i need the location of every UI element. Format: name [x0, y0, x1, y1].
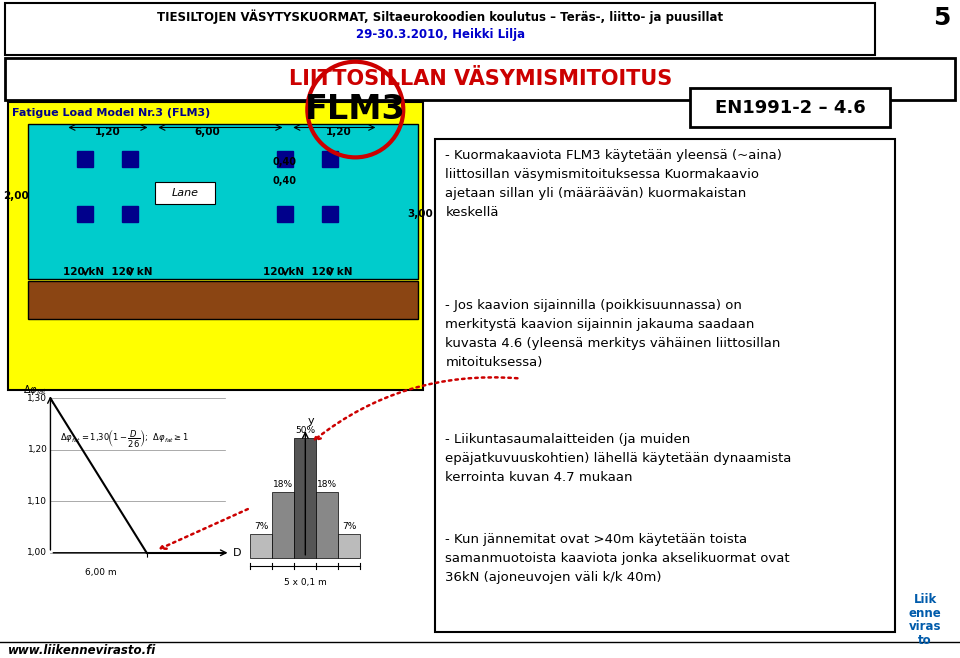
- Bar: [78, 151, 93, 167]
- Text: 7%: 7%: [254, 522, 269, 531]
- Text: 6,00: 6,00: [195, 128, 220, 138]
- Text: 120 kN  120 kN: 120 kN 120 kN: [62, 267, 153, 277]
- Bar: [435, 139, 895, 632]
- Text: - Jos kaavion sijainnilla (poikkisuunnassa) on
merkitystä kaavion sijainnin jaka: - Jos kaavion sijainnilla (poikkisuunnas…: [445, 299, 780, 368]
- Bar: [338, 534, 360, 558]
- Text: - Kun jännemitat ovat >40m käytetään toista
samanmuotoista kaaviota jonka akseli: - Kun jännemitat ovat >40m käytetään toi…: [445, 533, 790, 584]
- Text: 29-30.3.2010, Heikki Lilja: 29-30.3.2010, Heikki Lilja: [356, 28, 525, 41]
- Text: 1,00: 1,00: [28, 548, 47, 557]
- Text: 5 x 0,1 m: 5 x 0,1 m: [284, 578, 326, 587]
- Text: Lane: Lane: [172, 188, 199, 198]
- Bar: [277, 206, 294, 222]
- Bar: [123, 206, 138, 222]
- Text: 5: 5: [932, 6, 950, 30]
- Text: 1,20: 1,20: [94, 128, 120, 138]
- Text: TIESILTOJEN VÄSYTYSKUORMAT, Siltaeurokoodien koulutus – Teräs-, liitto- ja puusi: TIESILTOJEN VÄSYTYSKUORMAT, Siltaeurokoo…: [157, 10, 723, 24]
- Text: 2,00: 2,00: [4, 191, 30, 201]
- Text: $\Delta\varphi_{fat}$: $\Delta\varphi_{fat}$: [23, 384, 47, 397]
- Text: EN1991-2 – 4.6: EN1991-2 – 4.6: [714, 99, 866, 116]
- Text: 7%: 7%: [342, 522, 356, 531]
- Text: 120 kN  120 kN: 120 kN 120 kN: [263, 267, 352, 277]
- Text: 1,10: 1,10: [28, 497, 47, 506]
- Text: to: to: [918, 634, 932, 647]
- Bar: [277, 151, 294, 167]
- Bar: [156, 182, 215, 204]
- Text: $\Delta\varphi_{fat} = 1{,}30\!\left(1 - \dfrac{D}{26}\right)$;  $\Delta\varphi_: $\Delta\varphi_{fat} = 1{,}30\!\left(1 -…: [60, 428, 189, 450]
- Text: Fatigue Load Model Nr.3 (FLM3): Fatigue Load Model Nr.3 (FLM3): [12, 107, 210, 118]
- Text: 18%: 18%: [317, 480, 337, 489]
- Text: 18%: 18%: [274, 480, 294, 489]
- Bar: [78, 206, 93, 222]
- Text: 0,40: 0,40: [273, 176, 297, 186]
- Text: www.liikennevirasto.fi: www.liikennevirasto.fi: [9, 644, 156, 657]
- Bar: [273, 492, 295, 558]
- Text: 0,40: 0,40: [273, 157, 297, 167]
- Text: y: y: [307, 417, 314, 426]
- Bar: [295, 438, 316, 558]
- Bar: [6, 58, 955, 99]
- Text: enne: enne: [909, 607, 942, 620]
- Bar: [316, 492, 338, 558]
- Bar: [323, 206, 338, 222]
- Text: 1,20: 1,20: [325, 128, 351, 138]
- Bar: [9, 101, 423, 390]
- Bar: [6, 3, 876, 55]
- Text: 6,00 m: 6,00 m: [84, 568, 116, 576]
- Text: LIITTOSILLAN VÄSYMISMITOITUS: LIITTOSILLAN VÄSYMISMITOITUS: [289, 68, 672, 89]
- Text: 1,30: 1,30: [28, 394, 47, 403]
- Text: viras: viras: [909, 620, 941, 634]
- Text: 50%: 50%: [296, 426, 316, 435]
- Text: - Kuormakaaviota FLM3 käytetään yleensä (~aina)
liittosillan väsymismitoituksess: - Kuormakaaviota FLM3 käytetään yleensä …: [445, 149, 782, 219]
- Bar: [690, 88, 890, 128]
- Bar: [29, 281, 419, 318]
- Text: Liik: Liik: [913, 593, 937, 605]
- Text: - Liikuntasaumalaitteiden (ja muiden
epäjatkuvuuskohtien) lähellä käytetään dyna: - Liikuntasaumalaitteiden (ja muiden epä…: [445, 433, 792, 484]
- Text: 1,20: 1,20: [28, 445, 47, 454]
- Bar: [323, 151, 338, 167]
- Bar: [123, 151, 138, 167]
- Text: D: D: [233, 547, 242, 558]
- Text: 3,00: 3,00: [407, 209, 433, 219]
- Bar: [29, 124, 419, 279]
- Bar: [251, 534, 273, 558]
- Text: FLM3: FLM3: [305, 93, 406, 126]
